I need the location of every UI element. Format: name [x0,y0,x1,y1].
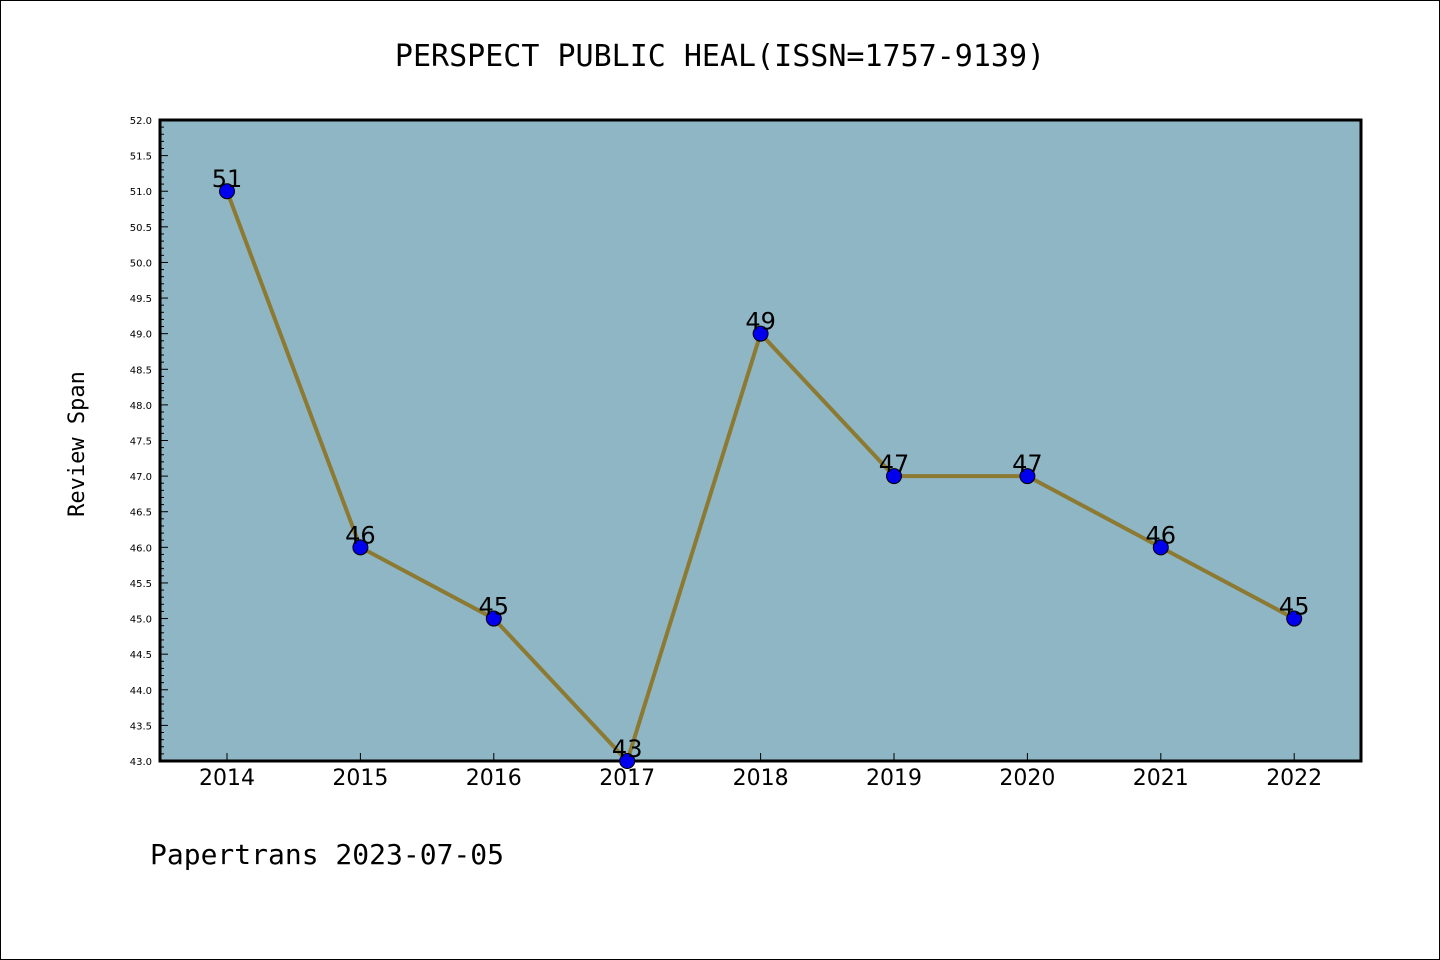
y-tick-label: 43.0 [130,757,152,768]
y-tick-label: 50.0 [130,258,152,269]
x-tick-label: 2019 [866,766,922,791]
y-tick-label: 45.0 [130,615,152,626]
series-line-segment [625,331,763,763]
y-tick-label: 48.5 [130,365,152,376]
y-tick-label: 50.5 [130,223,152,234]
series-line-segment [491,616,630,763]
y-tick-label: 46.5 [130,508,152,519]
y-tick-label: 51.5 [130,152,152,163]
data-point [1152,539,1169,556]
x-tick-label: 2021 [1133,766,1189,791]
series-line-segment [1158,545,1297,621]
x-tick-label: 2017 [599,766,655,791]
data-label: 49 [745,308,776,336]
chart-title: PERSPECT PUBLIC HEAL(ISSN=1757-9139) [395,39,1045,74]
x-tick-label: 2016 [466,766,522,791]
data-label: 47 [879,450,910,478]
data-label: 46 [345,521,376,549]
data-point [619,753,636,769]
y-tick-label: 46.0 [130,543,152,554]
data-point [219,183,235,200]
x-axis-ticks: 2014 2015 2016 2017 2018 2019 2020 2021 2022 [199,753,1322,791]
data-label: 45 [479,593,510,621]
data-label: 45 [1279,593,1310,621]
plot-area [158,118,1363,763]
series-line-segment [758,331,896,479]
y-axis-ticks: 43.0 43.5 44.0 44.5 45.0 45.5 46.0 46.5 47.0 47.5… [130,116,168,768]
x-tick-label: 2022 [1266,766,1322,791]
data-point [485,610,502,627]
data-label: 51 [212,165,243,193]
data-label: 43 [612,735,643,763]
data-point [886,468,902,485]
data-point [752,325,769,342]
y-tick-label: 49.5 [130,294,152,305]
data-point [1019,468,1036,485]
y-tick-label: 47.5 [130,437,152,448]
data-label-layer: 51 46 45 43 49 47 47 46 45 [212,165,1310,763]
x-tick-label: 2015 [332,766,388,791]
data-label: 47 [1012,450,1043,478]
x-tick-label: 2020 [999,766,1055,791]
x-tick-label: 2018 [733,766,789,791]
y-tick-label: 43.5 [130,721,152,732]
y-tick-label: 47.0 [130,472,152,483]
marker-layer [219,183,1303,769]
y-tick-label: 44.5 [130,650,152,661]
y-tick-label: 49.0 [130,330,152,341]
footer-credit: Papertrans 2023-07-05 [150,838,504,871]
series-layer [225,189,1297,763]
data-point [352,539,369,556]
y-tick-label: 52.0 [130,116,152,127]
y-tick-label: 44.0 [130,686,152,697]
y-tick-label: 51.0 [130,187,152,198]
data-point [1286,610,1303,627]
x-tick-label: 2014 [199,766,255,791]
series-line-segment [1025,474,1163,550]
y-axis-label: Review Span [65,371,90,517]
series-line-segment [225,189,363,550]
y-tick-label: 48.0 [130,401,152,412]
y-tick-label: 45.5 [130,579,152,590]
series-line-segment [358,545,496,621]
data-label: 46 [1146,521,1177,549]
